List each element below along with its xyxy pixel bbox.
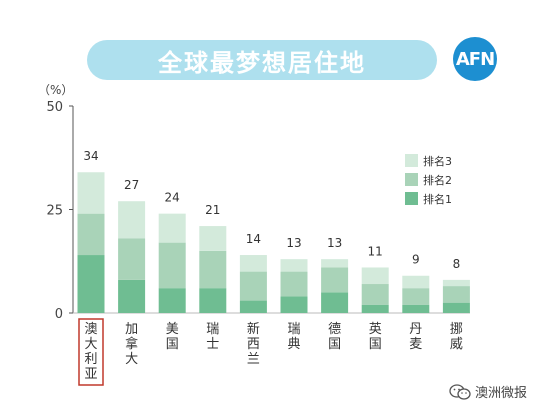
bar-total-label: 14 xyxy=(246,232,261,246)
y-tick-label: 0 xyxy=(55,307,63,322)
bar-segment xyxy=(280,259,308,272)
category-label-char: 国 xyxy=(328,337,341,352)
legend-label: 排名1 xyxy=(423,192,452,206)
footer-text: 澳洲微报 xyxy=(475,386,528,401)
bar-segment xyxy=(158,213,186,243)
bar-segment xyxy=(321,292,349,313)
bar-segment xyxy=(442,286,470,303)
y-axis-unit-label: （%） xyxy=(38,83,73,97)
bar-segment xyxy=(402,288,430,305)
legend-label: 排名2 xyxy=(423,173,452,187)
bar-segment xyxy=(77,213,105,256)
category-label-char: 丹 xyxy=(409,322,422,337)
bar-segment xyxy=(280,271,308,297)
afn-logo: AFN xyxy=(453,37,497,81)
category-label-char: 拿 xyxy=(125,336,138,352)
logo-text: AFN xyxy=(455,48,495,70)
bar-segment xyxy=(158,242,186,289)
bar-total-label: 13 xyxy=(286,236,301,250)
category-label-char: 大 xyxy=(125,352,138,367)
highlight-box xyxy=(78,318,104,386)
category-label-char: 亚 xyxy=(84,367,97,382)
bar-segment xyxy=(321,259,349,268)
bar-segment xyxy=(361,284,389,305)
bar-segment xyxy=(77,255,105,313)
category-label-char: 英 xyxy=(369,322,382,337)
category-label-char: 新 xyxy=(247,321,260,337)
bar-segment xyxy=(239,271,267,301)
bar-total-label: 13 xyxy=(327,236,342,250)
category-label-char: 大 xyxy=(84,337,97,352)
wechat-icon xyxy=(449,383,471,400)
bar-segment xyxy=(158,288,186,313)
bar-segment xyxy=(77,172,105,214)
category-label-char: 加 xyxy=(125,322,138,337)
bar-segment xyxy=(118,238,146,280)
bar-segment xyxy=(402,304,430,313)
bar-segment xyxy=(280,296,308,313)
bar-segment xyxy=(199,288,227,313)
y-tick-label: 25 xyxy=(46,204,63,219)
category-label-char: 兰 xyxy=(247,352,260,367)
bar-segment xyxy=(239,255,267,272)
category-label-char: 瑞 xyxy=(287,322,300,337)
footer: 澳洲微报 xyxy=(449,382,527,401)
category-label-char: 瑞 xyxy=(206,322,219,337)
bar-segment xyxy=(118,279,146,313)
bar-segment xyxy=(199,250,227,289)
category-label-char: 德 xyxy=(328,322,341,337)
bar-segment xyxy=(199,226,227,251)
legend-swatch xyxy=(405,154,418,167)
category-label-char: 麦 xyxy=(409,337,422,352)
bar-total-label: 27 xyxy=(124,178,139,192)
category-label-char: 国 xyxy=(166,337,179,352)
bar-segment xyxy=(361,267,389,285)
legend-swatch xyxy=(405,192,418,205)
category-label-char: 国 xyxy=(369,337,382,352)
category-label-char: 利 xyxy=(84,352,97,367)
bar-segment xyxy=(442,302,470,313)
bar-total-label: 24 xyxy=(165,191,180,205)
bar-segment xyxy=(118,201,146,239)
category-label-char: 挪 xyxy=(450,322,463,337)
legend-label: 排名3 xyxy=(423,154,452,168)
bar-total-label: 8 xyxy=(453,257,461,271)
bar-total-label: 34 xyxy=(83,149,98,163)
y-tick-label: 50 xyxy=(46,100,63,115)
bar-segment xyxy=(321,267,349,293)
category-label-char: 美 xyxy=(166,322,179,337)
category-label-char: 威 xyxy=(450,337,463,352)
bar-total-label: 9 xyxy=(412,253,420,267)
chart-title-banner: 全球最梦想居住地 xyxy=(87,40,437,80)
bar-segment xyxy=(239,300,267,313)
category-label-char: 典 xyxy=(287,337,300,352)
bar-segment xyxy=(361,304,389,313)
bar-total-label: 11 xyxy=(368,244,383,258)
chart-title: 全球最梦想居住地 xyxy=(158,48,366,77)
bar-total-label: 21 xyxy=(205,203,220,217)
bar-segment xyxy=(442,279,470,287)
category-label-char: 西 xyxy=(247,337,260,352)
category-label-char: 士 xyxy=(206,337,219,352)
category-label-char: 澳 xyxy=(84,321,97,337)
bar-segment xyxy=(402,275,430,289)
legend-swatch xyxy=(405,173,418,186)
